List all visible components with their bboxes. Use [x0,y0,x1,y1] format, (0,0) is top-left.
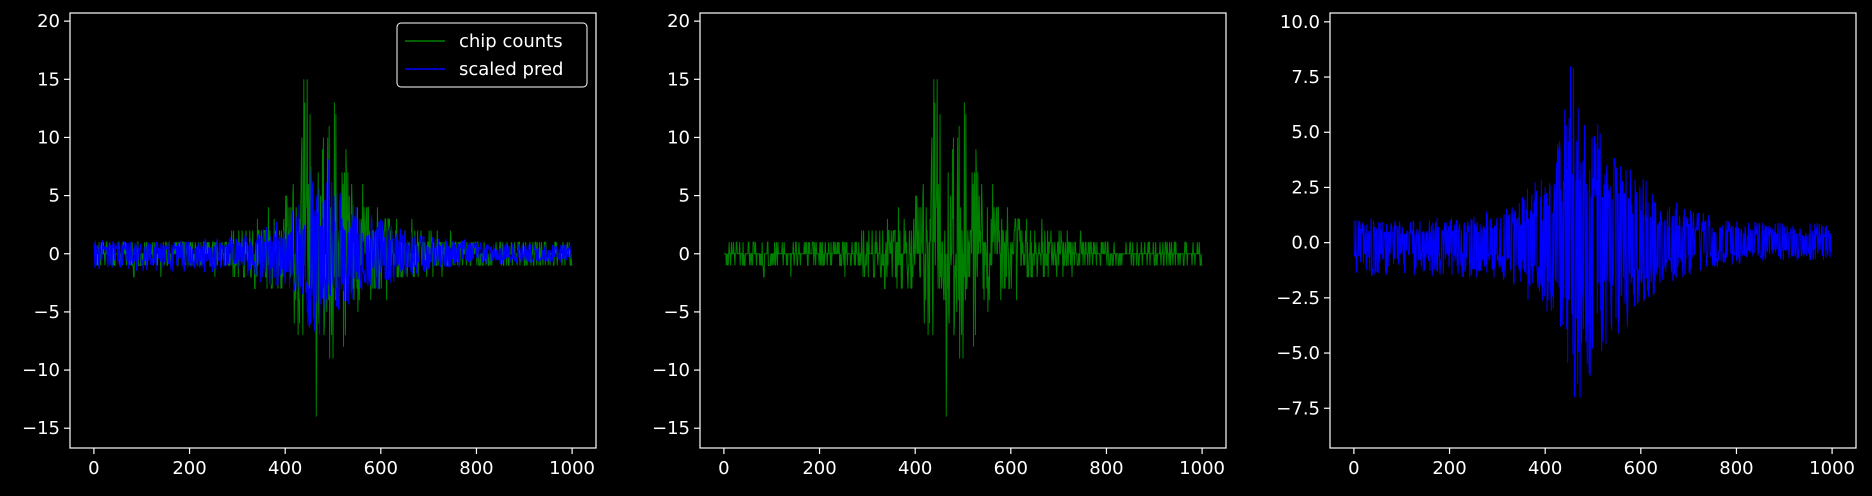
y-tick-label: 0 [49,244,60,265]
y-tick-label: −15 [22,418,60,439]
x-tick-label: 1000 [1179,458,1225,479]
y-tick-label: 15 [667,69,690,90]
x-tick-label: 0 [1348,458,1359,479]
series-line-pred [1353,66,1833,398]
y-tick-label: −5.0 [1276,343,1320,364]
legend-box [396,22,588,88]
subplot-1: 0 200 400 600 800 1000 −15 −10 −5 0 5 10 15 20 chip co… [22,11,597,479]
x-tick-label: 200 [802,458,836,479]
x-tick-label: 600 [994,458,1028,479]
x-tick-label: 800 [1719,458,1753,479]
x-tick-label: 400 [898,458,932,479]
legend: chip counts scaled pred [396,22,588,88]
y-tick-label: 2.5 [1291,177,1320,198]
subplot-3: 0 200 400 600 800 1000 −7.5 −5.0 −2.5 0.0 2.5 5.0 7.… [1276,12,1857,479]
x-tick-label: 1000 [1809,458,1855,479]
legend-label: chip counts [459,31,563,52]
y-tick-label: 0 [679,244,690,265]
y-tick-label: −2.5 [1276,288,1320,309]
y-tick-label: 5.0 [1291,122,1320,143]
y-tick-label: −10 [652,360,690,381]
y-tick-label: 5 [49,186,60,207]
y-tick-label: −15 [652,418,690,439]
x-tick-label: 1000 [549,458,595,479]
axes-frame [699,12,1227,449]
y-tick-label: −5 [33,302,60,323]
series-line-counts [723,79,1203,417]
x-tick-label: 600 [1624,458,1658,479]
axes-frame [69,12,597,449]
y-tick-label: −5 [663,302,690,323]
y-tick-label: 10 [667,127,690,148]
axes-frame [1329,12,1857,449]
y-tick-label: 20 [37,11,60,32]
x-tick-label: 400 [1528,458,1562,479]
x-tick-label: 800 [1089,458,1123,479]
y-tick-label: 0.0 [1291,233,1320,254]
y-tick-label: −7.5 [1276,398,1320,419]
y-tick-label: −10 [22,360,60,381]
y-tick-label: 10 [37,127,60,148]
x-tick-label: 800 [459,458,493,479]
y-tick-label: 15 [37,69,60,90]
x-tick-label: 400 [268,458,302,479]
x-tick-label: 0 [88,458,99,479]
subplot-2: 0 200 400 600 800 1000 −15 −10 −5 0 5 10 15 20 [652,11,1227,479]
x-tick-label: 200 [172,458,206,479]
y-tick-label: 20 [667,11,690,32]
x-tick-label: 600 [364,458,398,479]
series-line-scaled-pred [93,159,573,335]
y-tick-label: 10.0 [1280,12,1320,33]
y-tick-label: 7.5 [1291,67,1320,88]
legend-label: scaled pred [459,59,563,80]
y-tick-label: 5 [679,186,690,207]
x-tick-label: 0 [718,458,729,479]
x-tick-label: 200 [1432,458,1466,479]
